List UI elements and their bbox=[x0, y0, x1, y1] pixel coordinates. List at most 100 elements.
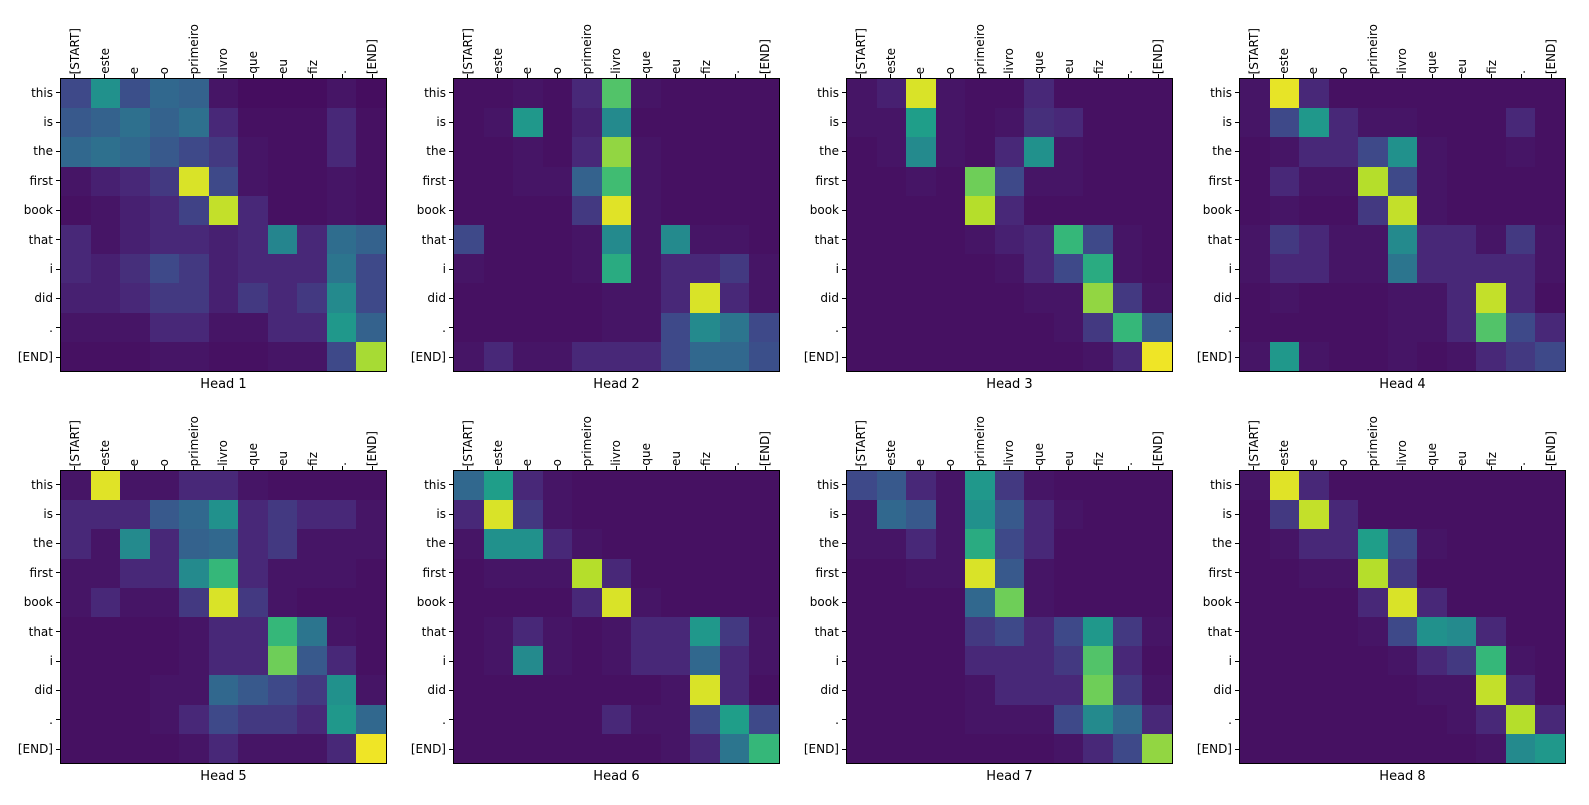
heatmap-cell bbox=[660, 108, 691, 138]
heatmap-cell bbox=[1083, 529, 1113, 559]
x-axis-ticks bbox=[60, 74, 387, 78]
heatmap-cell bbox=[267, 587, 298, 617]
heatmap-cell bbox=[601, 283, 632, 313]
heatmap-cell bbox=[1505, 312, 1536, 342]
heatmap-cell bbox=[454, 225, 484, 255]
tick-mark bbox=[449, 513, 453, 515]
tick-mark bbox=[56, 180, 60, 182]
heatmap-cell bbox=[454, 341, 484, 371]
heatmap-cell bbox=[994, 108, 1025, 138]
heatmap-cell bbox=[719, 558, 750, 588]
tick-mark bbox=[449, 748, 453, 750]
tick-mark bbox=[449, 356, 453, 358]
heatmap-cell bbox=[356, 108, 386, 138]
heatmap-cell bbox=[120, 587, 150, 617]
heatmap-cell bbox=[847, 283, 877, 313]
heatmap-cell bbox=[483, 587, 514, 617]
heatmap-cell bbox=[1328, 166, 1359, 196]
heatmap-cell bbox=[1417, 225, 1447, 255]
heatmap-cell bbox=[208, 312, 239, 342]
heatmap-cell bbox=[749, 675, 779, 705]
heatmap-cell bbox=[749, 108, 779, 138]
y-tick-label: this bbox=[790, 78, 846, 107]
heatmap-cell bbox=[719, 471, 750, 501]
heatmap-cell bbox=[1142, 471, 1172, 501]
heatmap-cell bbox=[660, 283, 691, 313]
heatmap-cell bbox=[356, 254, 386, 284]
attention-panel-5: [START] este e o primeiro livro que eu fiz. [END]… bbox=[4, 398, 387, 784]
y-tick-label: book bbox=[397, 588, 453, 617]
tick-mark bbox=[1461, 466, 1463, 470]
heatmap-cell bbox=[1269, 704, 1300, 734]
x-tick-label: primeiro bbox=[1365, 415, 1380, 466]
heatmap-cell bbox=[906, 195, 936, 225]
heatmap-cell bbox=[1112, 283, 1143, 313]
heatmap-cell bbox=[1417, 704, 1447, 734]
heatmap-cell bbox=[1476, 312, 1506, 342]
heatmap-cell bbox=[483, 137, 514, 167]
heatmap-cell bbox=[208, 617, 239, 647]
heatmap-cell bbox=[1476, 283, 1506, 313]
tick-mark bbox=[1235, 150, 1239, 152]
tick-mark bbox=[56, 297, 60, 299]
heatmap-cell bbox=[542, 704, 573, 734]
heatmap-cell bbox=[660, 166, 691, 196]
heatmap-cell bbox=[847, 108, 877, 138]
heatmap-cell bbox=[297, 195, 327, 225]
tick-mark bbox=[56, 327, 60, 329]
tick-mark bbox=[842, 660, 846, 662]
heatmap-cell bbox=[572, 733, 602, 763]
heatmap-cell bbox=[1053, 166, 1084, 196]
heatmap-cell bbox=[90, 529, 121, 559]
heatmap-cell bbox=[326, 646, 357, 676]
heatmap-cell bbox=[749, 471, 779, 501]
x-tick-label: . bbox=[335, 462, 350, 466]
heatmap-cell bbox=[356, 137, 386, 167]
heatmap-cell bbox=[267, 341, 298, 371]
heatmap-cell bbox=[1269, 646, 1300, 676]
heatmap-cell bbox=[1535, 558, 1565, 588]
plot-area: this is the first book that i did. [END] bbox=[4, 78, 387, 372]
heatmap-cell bbox=[1328, 704, 1359, 734]
x-tick-label: [START] bbox=[460, 419, 475, 466]
tick-mark bbox=[1008, 466, 1010, 470]
x-tick-label: o bbox=[943, 66, 958, 74]
tick-mark bbox=[979, 466, 981, 470]
x-tick-label: eu bbox=[668, 451, 683, 466]
heatmap-cell bbox=[149, 166, 180, 196]
heatmap-cell bbox=[994, 733, 1025, 763]
x-tick-label: primeiro bbox=[972, 415, 987, 466]
heatmap-cell bbox=[601, 254, 632, 284]
heatmap-cell bbox=[120, 733, 150, 763]
heatmap-cell bbox=[297, 500, 327, 530]
tick-mark bbox=[449, 572, 453, 574]
heatmap-cell bbox=[179, 471, 209, 501]
heatmap-cell bbox=[267, 137, 298, 167]
y-axis-labels: this is the first book that i did. [END] bbox=[4, 78, 60, 372]
heatmap-cell bbox=[1024, 108, 1054, 138]
heatmap-cell bbox=[572, 646, 602, 676]
heatmap-cell bbox=[690, 587, 720, 617]
tick-mark bbox=[449, 268, 453, 270]
heatmap-cell bbox=[876, 195, 907, 225]
tick-mark bbox=[449, 660, 453, 662]
heatmap-cell bbox=[1535, 617, 1565, 647]
x-axis-labels: [START] este e o primeiro livro que eu fiz. [END] bbox=[60, 398, 387, 466]
heatmap-cell bbox=[719, 108, 750, 138]
heatmap-cell bbox=[1269, 166, 1300, 196]
heatmap-cell bbox=[1024, 166, 1054, 196]
heatmap-cell bbox=[454, 733, 484, 763]
heatmap-cell bbox=[935, 225, 966, 255]
tick-mark bbox=[1235, 327, 1239, 329]
heatmap-cell bbox=[179, 283, 209, 313]
heatmap-cell bbox=[483, 79, 514, 109]
heatmap-cell bbox=[1299, 733, 1329, 763]
heatmap-cell bbox=[906, 471, 936, 501]
heatmap-cell bbox=[660, 529, 691, 559]
x-tick-label: livro bbox=[1002, 440, 1017, 466]
heatmap-cell bbox=[1240, 529, 1270, 559]
tick-mark bbox=[1235, 513, 1239, 515]
heatmap-cell bbox=[1505, 137, 1536, 167]
heatmap-cell bbox=[1505, 529, 1536, 559]
attention-panel-3: [START] este e o primeiro livro que eu fiz. [END]… bbox=[790, 6, 1173, 392]
